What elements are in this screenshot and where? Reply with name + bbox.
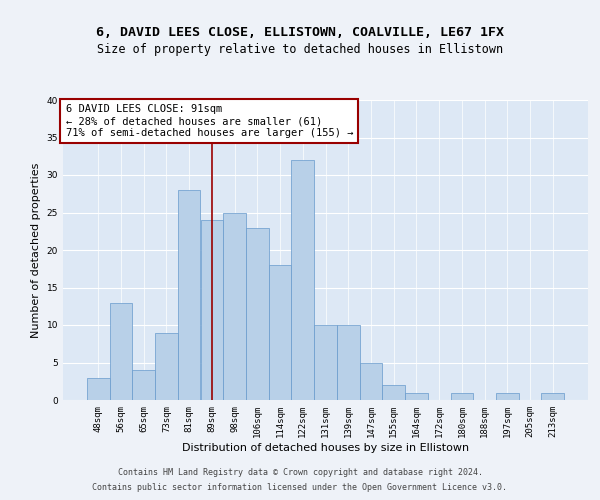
Bar bbox=[269, 265, 292, 400]
Bar bbox=[451, 392, 473, 400]
Bar bbox=[496, 392, 518, 400]
Bar bbox=[178, 190, 200, 400]
Bar bbox=[87, 378, 110, 400]
Bar bbox=[223, 212, 246, 400]
Bar bbox=[133, 370, 155, 400]
X-axis label: Distribution of detached houses by size in Ellistown: Distribution of detached houses by size … bbox=[182, 442, 469, 452]
Bar bbox=[359, 362, 382, 400]
Bar bbox=[292, 160, 314, 400]
Text: Contains HM Land Registry data © Crown copyright and database right 2024.: Contains HM Land Registry data © Crown c… bbox=[118, 468, 482, 477]
Text: Size of property relative to detached houses in Ellistown: Size of property relative to detached ho… bbox=[97, 44, 503, 57]
Bar bbox=[541, 392, 564, 400]
Bar bbox=[246, 228, 269, 400]
Y-axis label: Number of detached properties: Number of detached properties bbox=[31, 162, 41, 338]
Text: 6, DAVID LEES CLOSE, ELLISTOWN, COALVILLE, LE67 1FX: 6, DAVID LEES CLOSE, ELLISTOWN, COALVILL… bbox=[96, 26, 504, 39]
Bar bbox=[155, 332, 178, 400]
Bar bbox=[200, 220, 223, 400]
Bar bbox=[382, 385, 405, 400]
Text: 6 DAVID LEES CLOSE: 91sqm
← 28% of detached houses are smaller (61)
71% of semi-: 6 DAVID LEES CLOSE: 91sqm ← 28% of detac… bbox=[65, 104, 353, 138]
Bar bbox=[405, 392, 428, 400]
Bar bbox=[110, 302, 133, 400]
Bar bbox=[314, 325, 337, 400]
Text: Contains public sector information licensed under the Open Government Licence v3: Contains public sector information licen… bbox=[92, 483, 508, 492]
Bar bbox=[337, 325, 359, 400]
